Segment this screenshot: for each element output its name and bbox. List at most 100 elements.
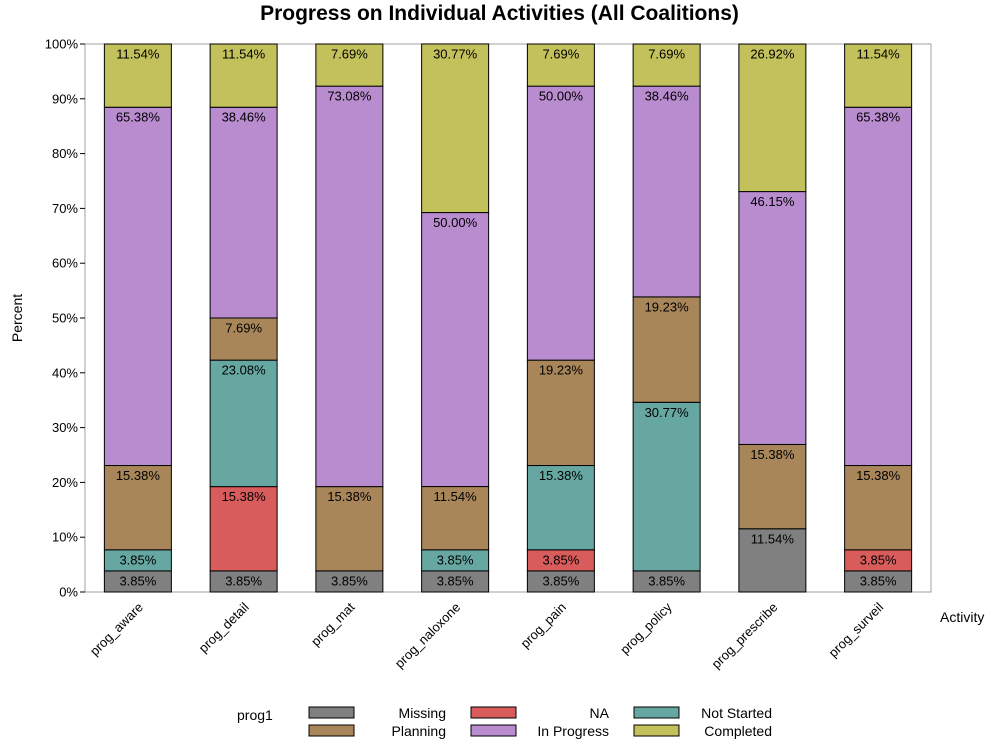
y-axis: 0% 10% 20% 30% 40% 50% 60% 70% 80% 90% 100% <box>45 37 85 600</box>
y-tick-label: 30% <box>52 420 78 435</box>
bar-segment <box>738 443 807 530</box>
data-label: 38.46% <box>645 89 690 104</box>
legend-swatch <box>470 706 517 719</box>
data-label: 3.85% <box>648 573 685 588</box>
bar-segment <box>844 43 913 108</box>
legend-label: Missing <box>399 705 446 721</box>
data-label: 3.85% <box>860 573 897 588</box>
bar-segment <box>844 465 913 551</box>
y-tick-label: 20% <box>52 475 78 490</box>
data-label: 11.54% <box>857 47 901 62</box>
legend-swatch <box>470 724 517 737</box>
bar-segment <box>103 43 172 108</box>
x-tick-label: prog_surveil <box>826 599 887 660</box>
data-label: 65.38% <box>116 110 161 125</box>
bar-segment <box>526 359 595 467</box>
data-label: 3.85% <box>119 552 156 567</box>
bar-segment <box>315 486 384 572</box>
data-label: 46.15% <box>750 194 795 209</box>
data-label: 50.00% <box>539 89 584 104</box>
data-label: 7.69% <box>331 47 368 62</box>
x-axis: prog_aware prog_detail prog_mat prog_naloxo… <box>87 599 886 671</box>
data-label: 3.85% <box>437 573 474 588</box>
x-tick-label: prog_policy <box>617 599 675 657</box>
y-tick-label: 90% <box>52 91 78 106</box>
data-label: 3.85% <box>542 573 579 588</box>
x-tick-label: prog_detail <box>196 599 252 655</box>
bar-segment <box>209 486 278 572</box>
data-label: 15.38% <box>750 447 795 462</box>
legend-swatch <box>633 706 680 719</box>
data-label: 30.77% <box>433 46 478 61</box>
chart-title: Progress on Individual Activities (All C… <box>260 2 739 25</box>
legend-swatch <box>308 706 355 719</box>
y-tick-label: 0% <box>59 585 78 600</box>
data-label: 73.08% <box>327 89 372 104</box>
legend-swatch <box>633 724 680 737</box>
data-label: 7.69% <box>648 47 685 62</box>
bar-segment <box>738 191 807 445</box>
legend-label: Completed <box>704 723 772 739</box>
legend-swatch <box>308 724 355 737</box>
y-tick-label: 40% <box>52 365 78 380</box>
data-label: 11.54% <box>116 47 160 62</box>
data-label: 3.85% <box>225 573 262 588</box>
y-tick-label: 50% <box>52 311 78 326</box>
bars: 3.85% 3.85% 15.38% 65.38% 11.54% 3.85% 15.38% 2… <box>103 43 913 593</box>
data-label: 3.85% <box>119 573 156 588</box>
data-label: 3.85% <box>860 552 897 567</box>
data-label: 11.54% <box>434 489 478 504</box>
y-tick-label: 100% <box>45 37 79 52</box>
bar-segment <box>632 296 701 403</box>
data-label: 15.38% <box>116 468 161 483</box>
data-label: 19.23% <box>645 299 690 314</box>
x-tick-label: prog_pain <box>517 600 568 651</box>
bar-segment <box>209 106 278 319</box>
y-tick-label: 70% <box>52 201 78 216</box>
data-label: 50.00% <box>433 215 478 230</box>
bar-segment <box>526 85 595 361</box>
bar-segment <box>632 43 701 87</box>
data-label: 3.85% <box>542 552 579 567</box>
data-label: 15.38% <box>539 468 584 483</box>
data-label: 15.38% <box>327 489 372 504</box>
bar-segment <box>103 106 172 467</box>
bar-segment <box>526 43 595 87</box>
data-label: 11.54% <box>222 47 266 62</box>
data-label: 19.23% <box>539 363 584 378</box>
bar-segment <box>103 465 172 551</box>
data-label: 7.69% <box>542 47 579 62</box>
y-tick-label: 80% <box>52 146 78 161</box>
data-label: 26.92% <box>750 47 795 62</box>
x-axis-title: Activity <box>940 609 984 625</box>
bar-segment <box>738 528 807 593</box>
y-tick-label: 10% <box>52 530 78 545</box>
bar-segment <box>315 85 384 488</box>
bar-segment <box>209 359 278 488</box>
data-label: 15.38% <box>222 489 267 504</box>
data-label: 3.85% <box>331 573 368 588</box>
data-label: 3.85% <box>437 552 474 567</box>
bar-segment <box>738 43 807 193</box>
bar-segment <box>209 43 278 108</box>
bar-segment <box>632 85 701 298</box>
data-label: 7.69% <box>225 321 262 336</box>
bar-segment <box>421 43 490 214</box>
legend-label: NA <box>590 705 610 721</box>
data-label: 23.08% <box>222 363 267 378</box>
x-tick-label: prog_naloxone <box>392 600 463 671</box>
data-label: 65.38% <box>856 110 901 125</box>
x-tick-label: prog_prescribe <box>709 600 781 672</box>
y-tick-label: 60% <box>52 256 78 271</box>
bar-segment <box>632 401 701 572</box>
legend-title: prog1 <box>237 707 273 723</box>
bar-segment <box>315 43 384 87</box>
bar-segment <box>421 486 490 551</box>
legend: prog1 Missing NA Not Started Planning In Pro… <box>237 705 772 739</box>
data-label: 15.38% <box>856 468 901 483</box>
bar-segment <box>209 317 278 361</box>
bar-segment <box>526 465 595 551</box>
legend-label: Planning <box>392 723 447 739</box>
data-label: 38.46% <box>222 110 267 125</box>
